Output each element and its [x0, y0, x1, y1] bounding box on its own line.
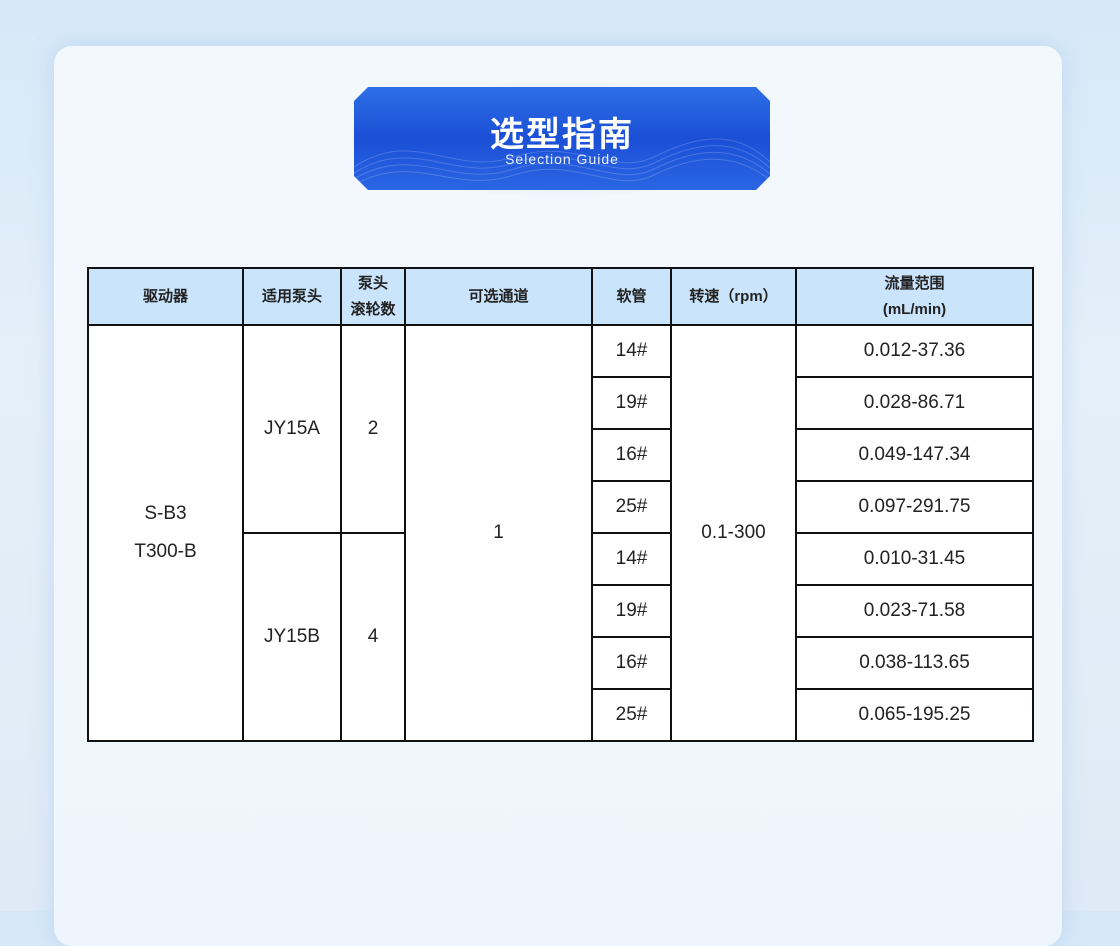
header-speed: 转速（rpm）: [670, 267, 797, 326]
driver-line2: T300-B: [134, 541, 197, 562]
table-row: 25# 0.097-291.75: [88, 480, 1034, 534]
tube-cell: 19#: [591, 584, 672, 638]
header-rollers-line1: 泵头: [357, 274, 388, 292]
flow-cell: 0.028-86.71: [795, 376, 1034, 430]
table-row: 25# 0.065-195.25: [88, 688, 1034, 742]
selection-table: 驱动器 适用泵头 泵头滚轮数 可选通道 软管 转速（rpm） 流量范围 (mL/m…: [87, 267, 1034, 742]
flow-cell: 0.049-147.34: [795, 428, 1034, 482]
driver-line1: S-B3: [144, 503, 187, 524]
flow-cell: 0.010-31.45: [795, 532, 1034, 586]
tube-cell: 25#: [591, 688, 672, 742]
tube-cell: 14#: [591, 532, 672, 586]
header-flow-line2: (mL/min): [882, 300, 947, 318]
tube-cell: 14#: [591, 324, 672, 378]
header-row: 驱动器 适用泵头 泵头滚轮数 可选通道 软管 转速（rpm） 流量范围 (mL/m…: [87, 267, 1034, 326]
tube-cell: 25#: [591, 480, 672, 534]
flow-cell: 0.065-195.25: [795, 688, 1034, 742]
tube-cell: 16#: [591, 428, 672, 482]
flow-cell: 0.038-113.65: [795, 636, 1034, 690]
tube-cell: 16#: [591, 636, 672, 690]
header-channels: 可选通道: [404, 267, 593, 326]
header-rollers: 泵头 滚轮数: [340, 267, 406, 326]
table-row: 19# 0.023-71.58: [88, 584, 1034, 638]
wave-decoration: [354, 138, 770, 186]
rollers-cell: 4: [340, 532, 406, 742]
flow-cell: 0.012-37.36: [795, 324, 1034, 378]
table-row: 16# 0.049-147.34: [88, 428, 1034, 482]
channels-cell: 1: [404, 324, 593, 742]
pump-head-cell: JY15B: [242, 532, 342, 742]
flow-cell: 0.023-71.58: [795, 584, 1034, 638]
tube-cell: 19#: [591, 376, 672, 430]
flow-cell: 0.097-291.75: [795, 480, 1034, 534]
table-row: S-B3 T300-B JY15A 2 1 14# 0.1-300 0.012-3…: [87, 324, 1034, 742]
header-flow-line1: 流量范围: [884, 274, 945, 292]
table-row: 16# 0.038-113.65: [88, 636, 1034, 690]
rollers-cell: 2: [340, 324, 406, 534]
driver-cell: S-B3 T300-B: [87, 324, 244, 742]
speed-cell: 0.1-300: [670, 324, 797, 742]
header-pump-head: 适用泵头: [242, 267, 342, 326]
table-row: JY15B 4 14# 0.010-31.45: [88, 532, 1034, 742]
header-flow: 流量范围 (mL/min): [795, 267, 1034, 326]
header-tube: 软管: [591, 267, 672, 326]
banner-subtitle: Selection Guide: [505, 151, 619, 167]
table-row: 19# 0.028-86.71: [88, 376, 1034, 430]
pump-head-cell: JY15A: [242, 324, 342, 534]
title-banner: 选型指南 Selection Guide: [354, 87, 770, 190]
header-driver: 驱动器: [87, 267, 244, 326]
header-rollers-line2: 滚轮数: [350, 300, 396, 318]
banner-title: 选型指南: [490, 115, 634, 155]
